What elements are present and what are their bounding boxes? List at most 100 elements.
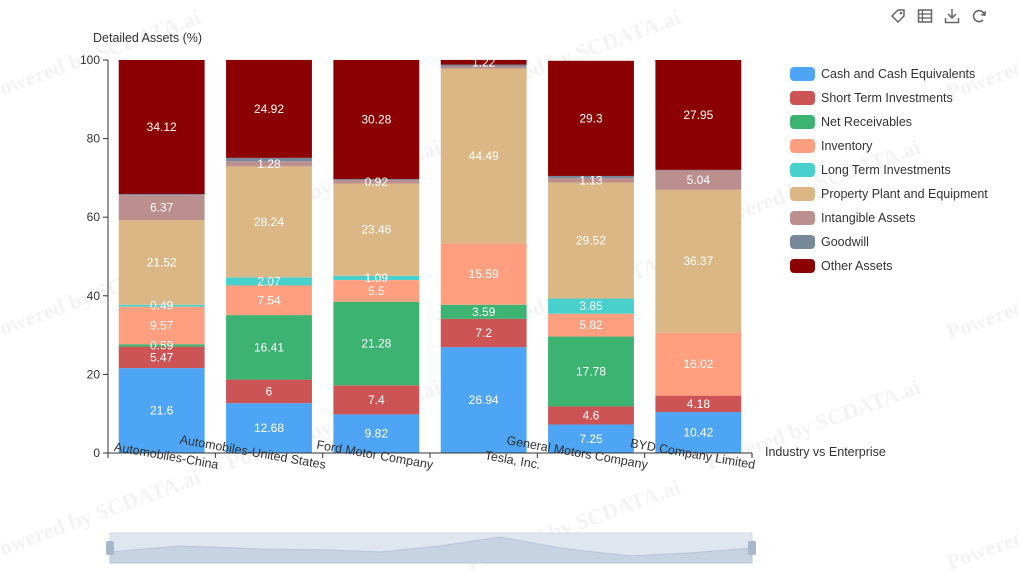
data-zoom-slider[interactable] [106, 532, 756, 564]
bar-segment[interactable] [440, 318, 527, 348]
legend-item[interactable]: Inventory [790, 134, 988, 158]
y-tick-label: 20 [87, 367, 101, 381]
bar-segment[interactable] [655, 395, 742, 413]
bar-segment[interactable] [226, 403, 312, 453]
bar-value-label: 5.82 [579, 318, 603, 332]
bar-value-label: 0.59 [150, 338, 174, 352]
bar-segment[interactable] [440, 347, 527, 453]
legend-item[interactable]: Intangible Assets [790, 206, 988, 230]
bar-segment[interactable] [655, 189, 742, 333]
bar-value-label: 16.02 [683, 357, 713, 371]
bar-value-label: 30.28 [361, 113, 391, 127]
legend-swatch [790, 187, 815, 201]
bar-segment[interactable] [655, 169, 742, 190]
legend-label: Goodwill [821, 235, 869, 249]
y-tick-label: 100 [80, 53, 100, 67]
bar-segment[interactable] [333, 179, 420, 180]
bar-segment[interactable] [333, 301, 420, 386]
legend-item[interactable]: Short Term Investments [790, 86, 988, 110]
bar-value-label: 7.54 [257, 293, 281, 307]
bar-value-label: 12.68 [254, 421, 284, 435]
legend-label: Intangible Assets [821, 211, 916, 225]
refresh-icon[interactable] [969, 6, 988, 25]
bar-segment[interactable] [118, 60, 205, 195]
bar-segment[interactable] [655, 169, 742, 171]
bar-value-label: 4.18 [687, 397, 711, 411]
bar-segment[interactable] [333, 183, 420, 276]
data-zoom-handle-right[interactable] [748, 541, 756, 555]
bar-segment[interactable] [440, 64, 527, 67]
bar-segment[interactable] [440, 59, 527, 65]
bar-segment[interactable] [333, 179, 420, 184]
legend-swatch [790, 163, 815, 177]
bar-segment[interactable] [226, 59, 312, 158]
bar-segment[interactable] [333, 60, 420, 180]
bar-segment[interactable] [118, 368, 205, 453]
bar-value-label: 27.95 [683, 108, 713, 122]
bar-segment[interactable] [226, 157, 312, 162]
bar-value-label: 3.85 [579, 299, 603, 313]
legend-label: Cash and Cash Equivalents [821, 67, 976, 81]
bar-value-label: 29.3 [579, 111, 603, 125]
legend-item[interactable]: Goodwill [790, 230, 988, 254]
bar-value-label: 1.22 [472, 55, 496, 69]
bar-segment[interactable] [226, 277, 312, 286]
bar-segment[interactable] [333, 280, 420, 302]
bar-segment[interactable] [440, 68, 527, 244]
bar-segment[interactable] [655, 332, 742, 396]
legend-item[interactable]: Property Plant and Equipment [790, 182, 988, 206]
legend-swatch [790, 67, 815, 81]
bar-segment[interactable] [440, 243, 527, 305]
bar-segment[interactable] [548, 178, 634, 183]
bar-segment[interactable] [118, 220, 205, 305]
y-axis-title: Detailed Assets (%) [93, 31, 202, 45]
bar-segment[interactable] [333, 275, 420, 281]
data-view-icon[interactable] [915, 6, 934, 25]
x-axis-title: Industry vs Enterprise [765, 445, 886, 459]
bar-value-label: 17.78 [576, 364, 606, 378]
bar-segment[interactable] [118, 344, 205, 347]
bar-segment[interactable] [548, 313, 634, 337]
bar-segment[interactable] [118, 306, 205, 345]
bar-segment[interactable] [226, 285, 312, 316]
bar-segment[interactable] [548, 182, 634, 299]
y-tick-label: 80 [87, 132, 101, 146]
bar-segment[interactable] [548, 298, 634, 314]
legend-label: Other Assets [821, 259, 893, 273]
bar-segment[interactable] [655, 60, 742, 170]
bar-segment[interactable] [548, 406, 634, 425]
legend-item[interactable]: Long Term Investments [790, 158, 988, 182]
y-tick-label: 40 [87, 289, 101, 303]
bar-segment[interactable] [118, 194, 205, 196]
legend-label: Property Plant and Equipment [821, 187, 988, 201]
bar-segment[interactable] [226, 166, 312, 278]
tag-icon[interactable] [888, 6, 907, 25]
legend-item[interactable]: Other Assets [790, 254, 988, 278]
bar-segment[interactable] [333, 414, 420, 453]
bar-segment[interactable] [226, 315, 312, 380]
bar-segment[interactable] [440, 66, 527, 69]
bar-segment[interactable] [226, 379, 312, 404]
data-zoom-handle-left[interactable] [106, 541, 114, 555]
bar-segment[interactable] [548, 60, 634, 176]
bar-value-label: 5.47 [150, 350, 174, 364]
bar-segment[interactable] [118, 195, 205, 221]
bar-segment[interactable] [333, 385, 420, 415]
legend-item[interactable]: Cash and Cash Equivalents [790, 62, 988, 86]
bar-value-label: 5.04 [687, 173, 711, 187]
bar-value-label: 10.42 [683, 426, 713, 440]
bar-segment[interactable] [440, 304, 527, 319]
bar-segment[interactable] [118, 304, 205, 307]
legend-label: Long Term Investments [821, 163, 951, 177]
bar-value-label: 1.28 [257, 157, 281, 171]
legend-item[interactable]: Net Receivables [790, 110, 988, 134]
bar-segment[interactable] [655, 412, 742, 453]
bar-segment[interactable] [118, 346, 205, 369]
download-icon[interactable] [942, 6, 961, 25]
bar-segment[interactable] [226, 161, 312, 167]
legend-label: Inventory [821, 139, 873, 153]
bar-segment[interactable] [548, 424, 634, 453]
bar-segment[interactable] [548, 336, 634, 407]
bar-segment[interactable] [548, 175, 634, 179]
